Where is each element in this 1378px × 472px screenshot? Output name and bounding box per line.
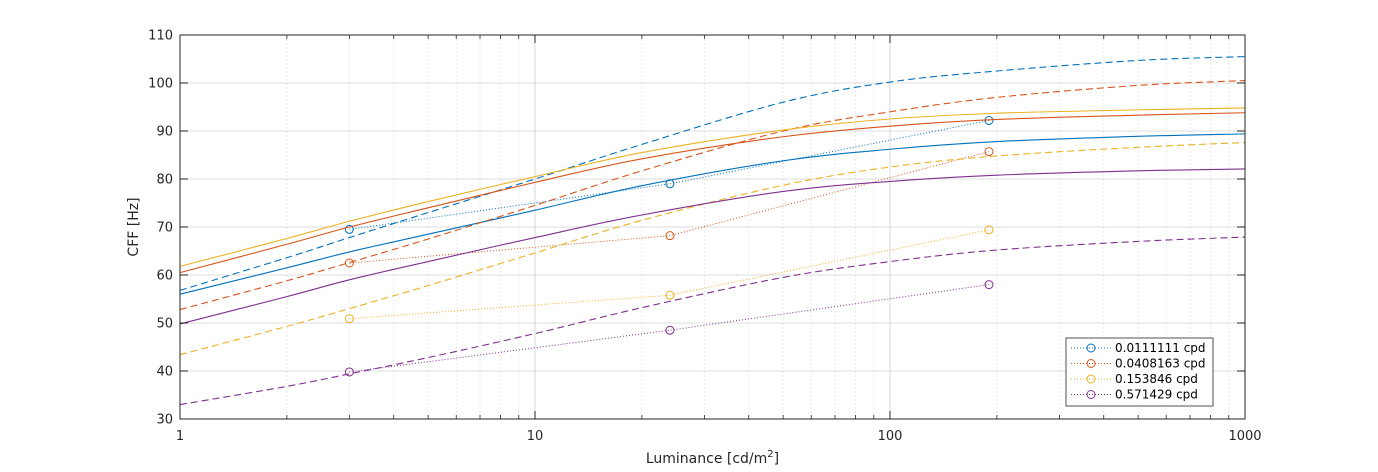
dashed-fit-line-0-0408163-cpd — [179, 80, 1246, 311]
dashed-fit-line-0-571429-cpd — [179, 236, 1246, 406]
data-point-marker — [344, 258, 354, 268]
y-tick-label: 30 — [156, 413, 173, 428]
data-point-marker — [344, 224, 354, 234]
data-point-marker — [665, 179, 675, 189]
solid-fit-line-0-0408163-cpd — [179, 112, 1246, 274]
x-tick-label: 1 — [176, 429, 184, 444]
data-point-marker — [984, 280, 994, 290]
y-tick-label: 100 — [148, 77, 173, 92]
y-tick-label: 110 — [148, 29, 173, 44]
y-tick-label: 40 — [156, 365, 173, 380]
legend-label-0-0111111-cpd: 0.0111111 cpd — [1115, 341, 1206, 355]
measured-line-0-0408163-cpd — [349, 151, 990, 264]
x-tick-label: 1000 — [1228, 429, 1261, 444]
y-tick-label: 50 — [156, 317, 173, 332]
y-axis-label: CFF [Hz] — [126, 197, 142, 256]
data-point-marker — [665, 290, 675, 300]
measured-line-0-571429-cpd — [349, 284, 990, 373]
legend-marker-0-0408163-cpd — [1086, 359, 1096, 368]
legend-marker-0-0111111-cpd — [1086, 343, 1096, 353]
x-axis-label-main: Luminance [cd/m — [646, 451, 767, 467]
data-point-marker — [984, 225, 994, 235]
data-point-marker — [344, 314, 354, 324]
legend-label-0-571429-cpd: 0.571429 cpd — [1115, 388, 1198, 402]
x-axis-label-close: ] — [774, 451, 779, 467]
dashed-fit-line-0-153846-cpd — [179, 141, 1246, 356]
solid-fit-line-0-571429-cpd — [179, 168, 1246, 325]
data-point-marker — [665, 231, 675, 241]
legend-label-0-153846-cpd: 0.153846 cpd — [1115, 372, 1198, 386]
x-axis-label-sup: 2 — [767, 449, 773, 460]
y-tick-label: 60 — [156, 269, 173, 284]
x-tick-label: 100 — [878, 429, 903, 444]
series-lines — [179, 56, 1246, 406]
solid-fit-line-0-153846-cpd — [179, 107, 1246, 267]
legend-marker-0-571429-cpd — [1086, 390, 1096, 399]
dashed-fit-line-0-0111111-cpd — [179, 56, 1246, 291]
legend-label-0-0408163-cpd: 0.0408163 cpd — [1115, 357, 1206, 371]
data-point-marker — [344, 367, 354, 377]
x-axis-label: Luminance [cd/m2] — [646, 449, 779, 467]
y-tick-label: 80 — [156, 173, 173, 188]
x-tick-label: 10 — [527, 429, 544, 444]
solid-fit-line-0-0111111-cpd — [179, 133, 1246, 295]
y-tick-label: 90 — [156, 125, 173, 140]
measured-line-0-0111111-cpd — [349, 119, 990, 230]
measured-line-0-153846-cpd — [349, 229, 990, 320]
y-tick-label: 70 — [156, 221, 173, 236]
legend-marker-0-153846-cpd — [1086, 374, 1096, 384]
data-point-marker — [984, 147, 994, 157]
legend-box — [1065, 337, 1214, 407]
data-point-marker — [665, 325, 675, 335]
